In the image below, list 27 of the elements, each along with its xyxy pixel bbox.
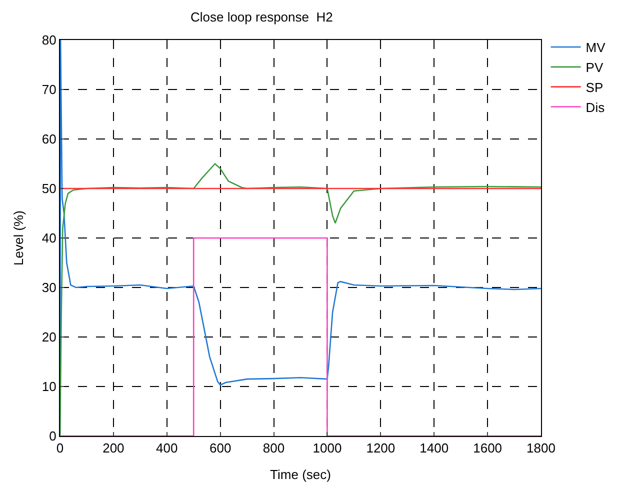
y-tick-label: 40 [42,230,56,246]
y-tick-label: 30 [42,280,56,296]
x-tick-label: 600 [209,440,232,456]
y-tick-label: 60 [42,132,56,147]
chart-title: Close loop response H2 [190,9,333,24]
line-series [60,163,541,436]
y-tick-label: 50 [42,181,56,196]
y-tick-label: 70 [42,82,56,98]
x-tick-label: 400 [156,440,178,456]
y-axis-title: Level (%) [10,210,26,266]
x-tick-label: 1600 [473,440,502,456]
y-tick-label: 10 [42,379,56,394]
legend-label: PV [586,60,604,75]
x-axis-title: Time (sec) [270,467,331,482]
line-series [60,40,541,436]
x-tick-label: 1200 [366,440,396,456]
y-tick-label: 80 [42,32,56,48]
x-tick-label: 1800 [526,440,556,456]
y-tick-label: 20 [42,330,56,345]
legend-label: MV [586,40,606,56]
y-tick-label: 0 [49,428,56,444]
legend-label: Dis [586,100,606,115]
x-tick-label: 1000 [312,440,342,456]
x-tick-label: 1400 [420,440,449,456]
x-tick-label: 200 [102,440,124,456]
x-tick-label: 800 [262,440,285,456]
legend-label: SP [586,80,604,95]
